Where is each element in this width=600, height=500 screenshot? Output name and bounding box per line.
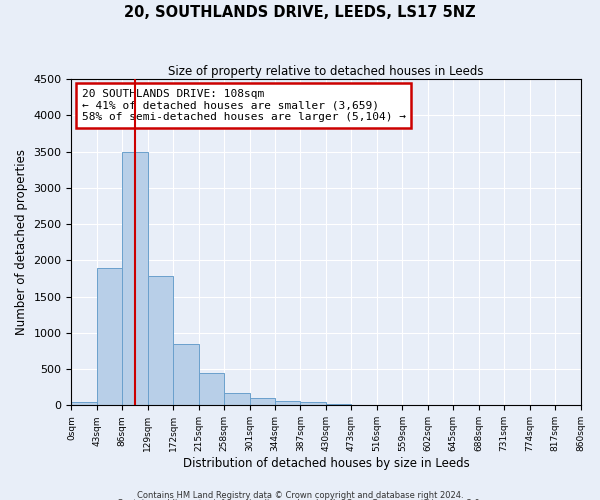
Y-axis label: Number of detached properties: Number of detached properties: [15, 150, 28, 336]
Title: Size of property relative to detached houses in Leeds: Size of property relative to detached ho…: [168, 65, 484, 78]
Bar: [199, 372, 224, 406]
Bar: [275, 402, 301, 406]
Text: 20 SOUTHLANDS DRIVE: 108sqm
← 41% of detached houses are smaller (3,659)
58% of : 20 SOUTHLANDS DRIVE: 108sqm ← 41% of det…: [82, 89, 406, 122]
Text: Contains HM Land Registry data © Crown copyright and database right 2024.: Contains HM Land Registry data © Crown c…: [137, 490, 463, 500]
Bar: [148, 276, 173, 406]
Bar: [173, 344, 199, 406]
Bar: [224, 392, 250, 406]
Bar: [122, 152, 148, 406]
Text: 20, SOUTHLANDS DRIVE, LEEDS, LS17 5NZ: 20, SOUTHLANDS DRIVE, LEEDS, LS17 5NZ: [124, 5, 476, 20]
Bar: [97, 268, 122, 406]
Bar: [71, 402, 97, 406]
X-axis label: Distribution of detached houses by size in Leeds: Distribution of detached houses by size …: [182, 457, 469, 470]
Bar: [326, 404, 352, 406]
Bar: [301, 402, 326, 406]
Bar: [250, 398, 275, 406]
